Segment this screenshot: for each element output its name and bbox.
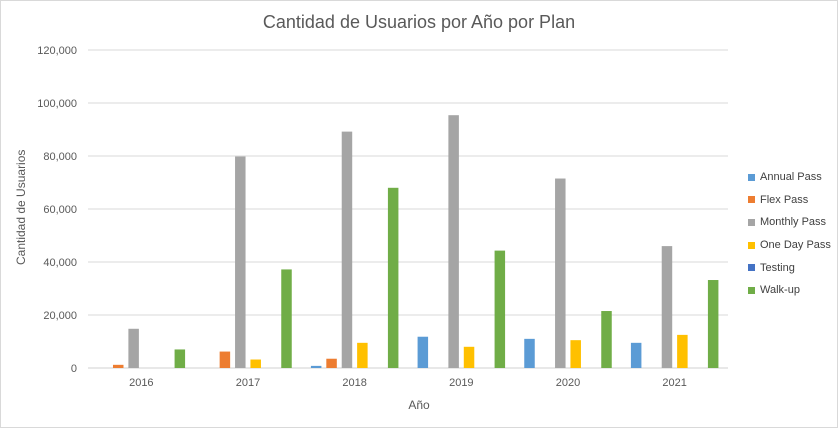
bar-monthly-pass	[128, 328, 139, 368]
y-tick-label: 80,000	[43, 151, 77, 163]
x-tick-label: 2019	[449, 377, 473, 389]
y-tick-label: 100,000	[37, 98, 77, 110]
y-tick-label: 0	[71, 363, 77, 375]
legend-label: Annual Pass	[760, 171, 822, 184]
y-tick-label: 40,000	[43, 257, 77, 269]
bar-flex-pass	[112, 364, 124, 368]
legend-swatch	[748, 218, 755, 226]
x-tick-label: 2020	[556, 377, 580, 389]
bar-walk-up	[494, 250, 506, 368]
bar-flex-pass	[326, 358, 337, 368]
legend-swatch	[748, 286, 755, 294]
legend-item: One Day Pass	[748, 234, 831, 257]
legend: Annual Pass Flex Pass Monthly Pass One Day …	[748, 166, 831, 302]
bar-annual-pass	[630, 342, 642, 368]
bar-one-day-pass	[250, 359, 261, 368]
x-tick-label: 2017	[236, 377, 260, 389]
legend-item: Walk-up	[748, 279, 831, 302]
legend-swatch	[748, 264, 755, 272]
legend-item: Annual Pass	[748, 166, 831, 189]
x-axis-label: Año	[408, 398, 430, 412]
bar-one-day-pass	[570, 340, 581, 368]
bar-annual-pass	[310, 365, 322, 368]
bar-monthly-pass	[555, 178, 566, 368]
legend-label: Walk-up	[760, 284, 800, 297]
bar-monthly-pass	[341, 131, 353, 368]
bar-walk-up	[387, 187, 399, 368]
x-tick-label: 2016	[129, 377, 153, 389]
bar-annual-pass	[417, 336, 429, 368]
y-tick-label: 60,000	[43, 204, 77, 216]
bar-annual-pass	[524, 338, 535, 368]
bar-monthly-pass	[661, 246, 673, 368]
x-tick-label: 2021	[662, 377, 686, 389]
legend-item: Monthly Pass	[748, 211, 831, 234]
bar-monthly-pass	[235, 156, 246, 368]
legend-swatch	[748, 241, 755, 249]
bar-walk-up	[601, 311, 612, 368]
bar-walk-up	[707, 280, 719, 368]
bar-monthly-pass	[448, 115, 459, 368]
y-tick-label: 20,000	[43, 310, 77, 322]
bar-one-day-pass	[677, 334, 688, 368]
legend-label: Testing	[760, 261, 795, 274]
bar-flex-pass	[219, 351, 231, 368]
legend-item: Testing	[748, 256, 831, 279]
bar-one-day-pass	[463, 346, 475, 368]
chart-title: Cantidad de Usuarios por Año por Plan	[262, 12, 576, 32]
bar-one-day-pass	[357, 342, 368, 368]
legend-item: Flex Pass	[748, 189, 831, 212]
legend-swatch	[748, 196, 755, 204]
legend-swatch	[748, 173, 755, 181]
y-tick-label: 120,000	[37, 45, 77, 57]
x-tick-label: 2018	[342, 377, 366, 389]
bar-walk-up	[174, 349, 186, 368]
legend-label: Monthly Pass	[760, 216, 827, 229]
bar-walk-up	[281, 269, 292, 368]
legend-label: One Day Pass	[760, 239, 831, 252]
legend-label: Flex Pass	[760, 193, 809, 206]
